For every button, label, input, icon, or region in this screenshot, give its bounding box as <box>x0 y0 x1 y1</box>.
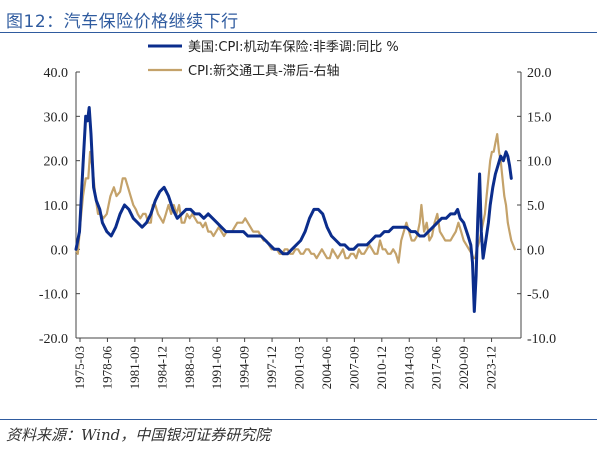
y-left-tick-label: 30.0 <box>44 110 69 125</box>
x-tick-label: 2001-03 <box>292 346 307 389</box>
x-tick-label: 2014-03 <box>401 346 416 389</box>
title-divider <box>0 32 597 33</box>
y-left-tick-label: -20.0 <box>39 332 68 347</box>
x-tick-label: 1997-12 <box>264 346 279 389</box>
x-tick-label: 1981-09 <box>127 346 142 389</box>
x-tick-label: 1991-06 <box>209 346 224 390</box>
x-tick-label: 2004-06 <box>319 346 334 390</box>
y-left-tick-label: 10.0 <box>44 199 69 214</box>
y-left-tick-label: 40.0 <box>44 66 69 81</box>
x-tick-label: 2010-12 <box>374 346 389 389</box>
series-line-new-vehicles <box>74 133 516 264</box>
y-right-tick-label: 20.0 <box>527 66 552 81</box>
series-layer <box>74 106 516 313</box>
x-tick-label: 1984-12 <box>154 346 169 389</box>
y-left-tick-label: 0.0 <box>51 243 69 258</box>
legend-label: CPI:新交通工具-滞后-右轴 <box>188 63 340 79</box>
x-tick-label: 1994-09 <box>237 346 252 389</box>
chart-title: 图12：汽车保险价格继续下行 <box>6 12 239 32</box>
y-right-tick-label: 10.0 <box>527 155 552 170</box>
x-tick-label: 2023-12 <box>484 346 499 389</box>
x-tick-label: 2020-09 <box>456 346 471 389</box>
y-right-tick-label: 0.0 <box>527 243 545 258</box>
y-left-tick-label: 20.0 <box>44 155 69 170</box>
series-line-auto-insurance <box>74 106 513 313</box>
y-right-tick-label: 5.0 <box>527 199 545 214</box>
title-bar: 图12：汽车保险价格继续下行 <box>0 0 597 34</box>
footer-divider <box>0 419 597 420</box>
chart-axes: -20.0 -10.0 0.0 10.0 20.0 30.0 40.0 -10.0 -5.0 0.… <box>39 66 556 389</box>
x-tick-label: 2017-06 <box>429 346 444 390</box>
chart-legend: 美国:CPI:机动车保险:非季调:同比 % CPI:新交通工具-滞后-右轴 <box>148 39 399 79</box>
y-right-tick-label: -10.0 <box>527 332 556 347</box>
x-tick-label: 1978-06 <box>99 346 114 390</box>
y-right-tick-label: 15.0 <box>527 110 552 125</box>
source-note: 资料来源：Wind，中国银河证券研究院 <box>6 426 271 444</box>
y-right-tick-label: -5.0 <box>527 288 549 303</box>
y-left-tick-label: -10.0 <box>39 288 68 303</box>
x-tick-label: 1988-03 <box>182 346 197 389</box>
x-tick-label: 2007-09 <box>346 346 361 389</box>
legend-label: 美国:CPI:机动车保险:非季调:同比 % <box>188 39 399 55</box>
x-tick-label: 1975-03 <box>72 346 87 389</box>
